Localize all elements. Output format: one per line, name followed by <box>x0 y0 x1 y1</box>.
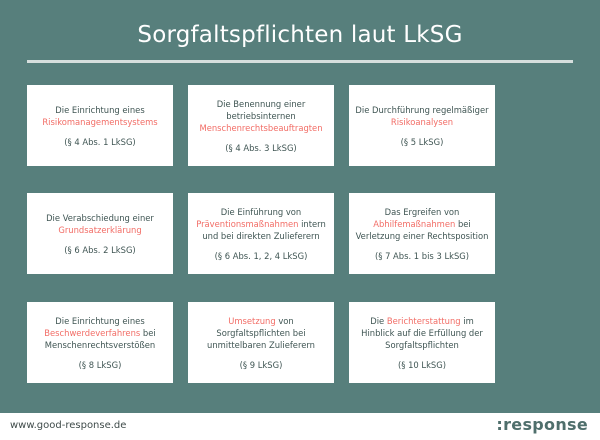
card-text-line: Hinblick auf die Erfüllung der <box>361 327 483 339</box>
website-url[interactable]: www.good-response.de <box>10 420 127 431</box>
card-text-line: Sorgfaltspflichten <box>385 339 459 351</box>
card-text-line: betriebsinternen <box>226 110 296 122</box>
card-text: Sorgfaltspflichten <box>385 339 459 350</box>
law-reference: (§ 6 Abs. 1, 2, 4 LkSG) <box>214 250 308 261</box>
card-text-line: Sorgfaltspflichten bei <box>216 327 305 339</box>
card-text-line: Verletzung einer Rechtsposition <box>356 230 489 242</box>
card-text-line: Die Einrichtung eines <box>55 104 144 116</box>
card-text: intern <box>298 218 326 229</box>
card-text: Die Durchführung regelmäßiger <box>355 104 489 115</box>
footer: www.good-response.de :response <box>0 413 600 440</box>
card-text-line: Risikoanalysen <box>391 116 453 128</box>
law-reference: (§ 4 Abs. 1 LkSG) <box>64 136 136 147</box>
law-reference: (§ 7 Abs. 1 bis 3 LkSG) <box>374 250 470 261</box>
card-text: unmittelbaren Zulieferern <box>207 339 315 350</box>
card-text-line: Die Berichterstattung im <box>370 315 474 327</box>
card-text: Sorgfaltspflichten bei <box>216 327 306 338</box>
card-text-line: Menschenrechtsverstößen <box>45 339 155 351</box>
card-text: bei <box>455 218 471 229</box>
page-title: Sorgfaltspflichten laut LkSG <box>137 22 463 48</box>
highlighted-term: Präventionsmaßnahmen <box>196 218 299 229</box>
duty-card: Die Einrichtung eines Risikomanagementsys… <box>27 85 173 166</box>
card-text-line: und bei direkten Zulieferern <box>202 230 319 242</box>
card-text: Das Ergreifen von <box>384 206 460 217</box>
card-text-line: Die Durchführung regelmäßiger <box>355 104 488 116</box>
highlighted-term: Umsetzung <box>228 315 276 326</box>
card-text: und bei direkten Zulieferern <box>202 230 320 241</box>
duty-card: Das Ergreifen von Abhilfemaßnahmen bei Ver… <box>349 193 495 274</box>
card-text-line: Risikomanagementsystems <box>42 116 157 128</box>
duty-card: Die Einführung von Präventionsmaßnahmen i… <box>188 193 334 274</box>
card-text: im <box>460 315 474 326</box>
card-text: bei <box>140 327 156 338</box>
law-reference: (§ 8 LkSG) <box>78 359 122 370</box>
law-reference: (§ 10 LkSG) <box>397 359 447 370</box>
card-text: betriebsinternen <box>226 110 296 121</box>
card-text-line: Die Einrichtung eines <box>55 315 144 327</box>
highlighted-term: Menschenrechtsbeauftragten <box>199 122 323 133</box>
law-reference: (§ 4 Abs. 3 LkSG) <box>225 142 297 153</box>
card-text-line: Abhilfemaßnahmen bei <box>373 218 471 230</box>
card-text-line: Präventionsmaßnahmen intern <box>196 218 326 230</box>
card-text: Die <box>370 315 387 326</box>
card-text: Die Einrichtung eines <box>55 315 145 326</box>
title-divider <box>27 60 573 63</box>
law-reference: (§ 9 LkSG) <box>239 359 283 370</box>
highlighted-term: Abhilfemaßnahmen <box>373 218 456 229</box>
highlighted-term: Berichterstattung <box>386 315 461 326</box>
card-text: Die Verabschiedung einer <box>46 212 154 223</box>
card-text: Hinblick auf die Erfüllung der <box>361 327 483 338</box>
card-text: Verletzung einer Rechtsposition <box>355 230 489 241</box>
highlighted-term: Grundsatzerklärung <box>58 224 142 235</box>
card-text: Die Einrichtung eines <box>55 104 145 115</box>
law-reference: (§ 6 Abs. 2 LkSG) <box>64 244 136 255</box>
card-text-line: Menschenrechtsbeauftragten <box>199 122 322 134</box>
highlighted-term: Risikoanalysen <box>390 116 454 127</box>
card-text-line: unmittelbaren Zulieferern <box>207 339 315 351</box>
card-text-line: Grundsatzerklärung <box>58 224 141 236</box>
duty-card: Die Benennung einer betriebsinternen Mensc… <box>188 85 334 166</box>
duty-card: Umsetzung von Sorgfaltspflichten bei unmit… <box>188 302 334 383</box>
card-text-line: Das Ergreifen von <box>385 206 460 218</box>
card-text: Die Einführung von <box>220 206 302 217</box>
card-text-line: Umsetzung von <box>228 315 293 327</box>
duty-card: Die Berichterstattung im Hinblick auf die… <box>349 302 495 383</box>
law-reference: (§ 5 LkSG) <box>400 136 444 147</box>
response-logo: :response <box>496 415 588 434</box>
highlighted-term: Beschwerdeverfahrens <box>44 327 141 338</box>
highlighted-term: Risikomanagementsystems <box>42 116 158 127</box>
duty-card: Die Durchführung regelmäßiger Risikoanaly… <box>349 85 495 166</box>
card-text: Die Benennung einer <box>216 98 306 109</box>
card-text: von <box>275 315 294 326</box>
card-text-line: Die Verabschiedung einer <box>46 212 154 224</box>
duty-card: Die Verabschiedung einer Grundsatzerkläru… <box>27 193 173 274</box>
duty-card: Die Einrichtung eines Beschwerdeverfahren… <box>27 302 173 383</box>
card-text-line: Die Einführung von <box>221 206 302 218</box>
card-text: Menschenrechtsverstößen <box>44 339 156 350</box>
card-text-line: Beschwerdeverfahrens bei <box>44 327 155 339</box>
card-text-line: Die Benennung einer <box>217 98 306 110</box>
